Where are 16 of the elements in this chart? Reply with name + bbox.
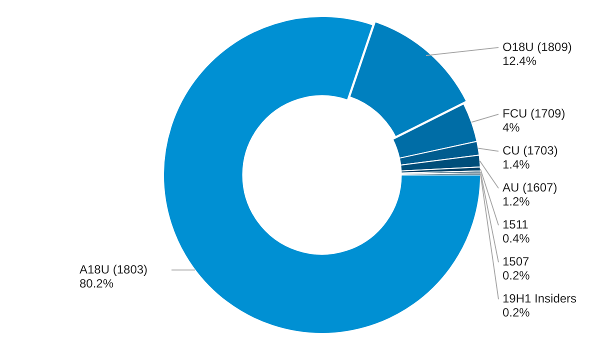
data-label: 0.2% [502,306,530,320]
slice-label: 1511 [502,218,529,232]
slice-label: FCU (1709) [502,106,566,121]
data-label: 0.4% [502,232,530,246]
data-label: 4% [502,120,520,135]
slice-label: A18U (1803) [80,262,148,276]
data-label: 1.4% [502,158,530,172]
data-label: 0.2% [502,268,530,283]
data-label: 80.2% [80,276,114,290]
slice-label: 1507 [502,254,530,269]
slice-label: CU (1703) [502,144,558,158]
slice-label: 19H1 Insiders [502,292,577,306]
slice-label: O18U (1809) [502,40,572,54]
slice-label: AU (1607) [502,180,558,195]
data-label: 12.4% [502,54,537,68]
data-label: 1.2% [502,194,530,209]
